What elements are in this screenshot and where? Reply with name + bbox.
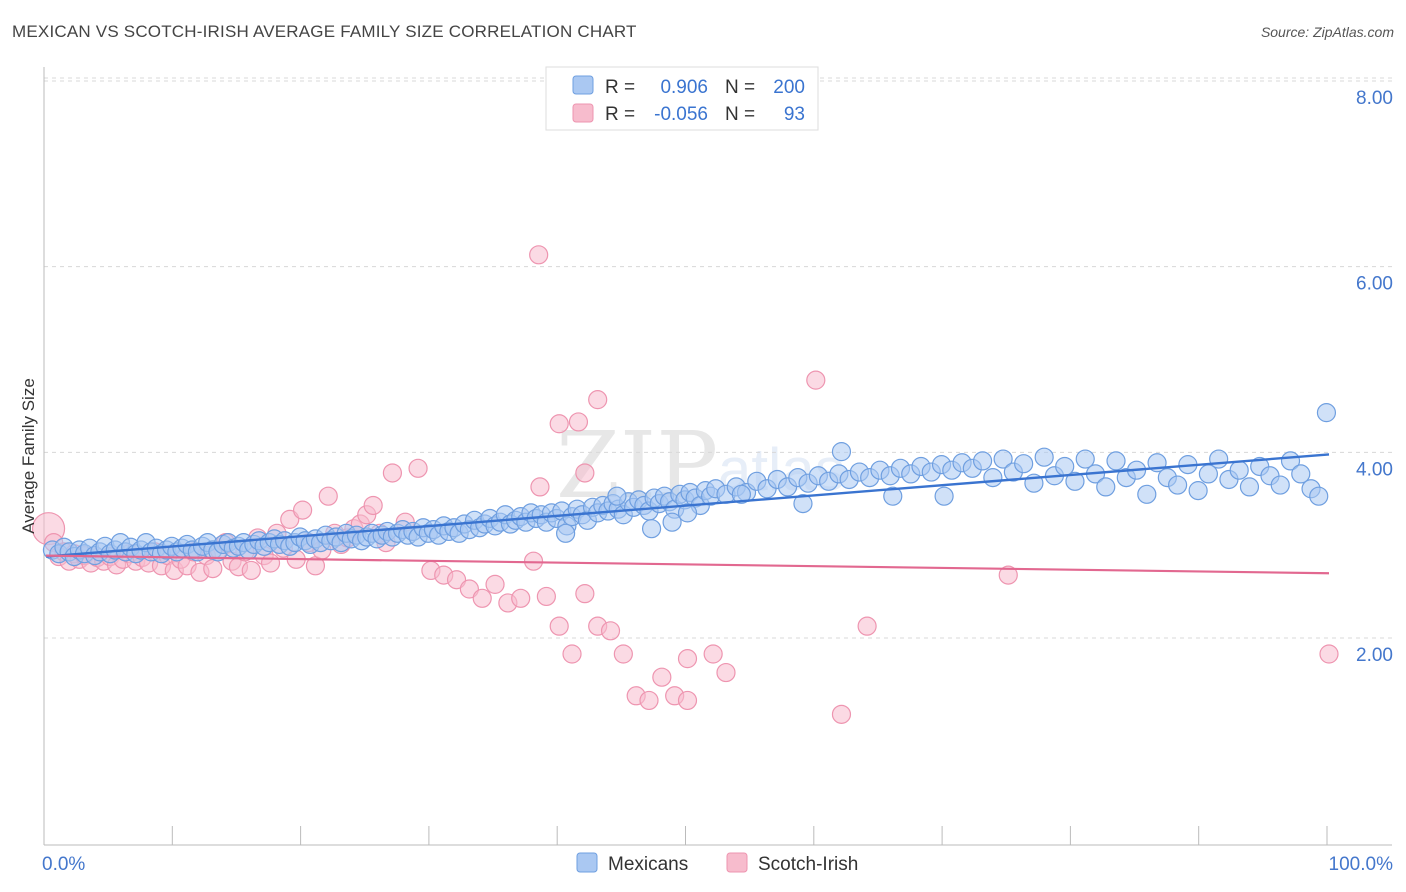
series-legend: Mexicans Scotch-Irish	[576, 852, 858, 875]
scotch-irish-point-65	[511, 588, 531, 608]
scotch-irish-point-82	[575, 463, 595, 483]
mexicans-point-190	[556, 523, 576, 543]
mexicans-point-164	[1065, 471, 1085, 491]
scotch-irish-point-39	[280, 509, 300, 529]
legend-swatch-scotch-irish	[572, 103, 594, 123]
legend-r-label-2: R =	[605, 104, 635, 125]
scotch-irish-trend-line	[45, 554, 1330, 575]
correlation-legend: R = 0.906 N = 200 R = -0.056 N = 93	[545, 66, 819, 131]
x-axis-ticks	[43, 826, 1328, 845]
scotch-irish-point-70	[575, 584, 595, 604]
mexicans-point-192	[641, 519, 662, 539]
mexicans-point-165	[1075, 449, 1095, 469]
scotch-irish-point-76	[652, 667, 672, 687]
scotch-irish-point-55	[382, 463, 403, 483]
bottom-legend-label-mexicans: Mexicans	[608, 854, 688, 875]
legend-n-value-1: 200	[773, 77, 805, 98]
scotch-irish-point-72	[600, 621, 621, 641]
mexicans-point-198	[883, 486, 903, 506]
mexicans-point-193	[662, 512, 682, 532]
source-credit: Source: ZipAtlas.com	[1260, 24, 1394, 40]
mexicans-point-197	[831, 442, 852, 462]
scotch-irish-point-90	[857, 616, 877, 636]
mexicans-point-156	[983, 468, 1003, 488]
mexicans-point-176	[1188, 481, 1208, 501]
legend-r-value-1: 0.906	[660, 77, 708, 98]
legend-r-value-2: -0.056	[654, 104, 708, 125]
scotch-irish-point-68	[549, 616, 569, 636]
scotch-irish-points	[31, 245, 1339, 724]
mexicans-point-189	[1316, 403, 1337, 423]
scotch-irish-point-80	[549, 414, 569, 434]
x-tick-label-min: 0.0%	[42, 854, 85, 875]
scotch-irish-point-83	[588, 390, 608, 410]
scotch-irish-point-61	[459, 579, 479, 599]
bottom-legend-swatch-scotch-irish	[726, 852, 748, 873]
mexicans-point-161	[1034, 447, 1054, 467]
scotch-irish-point-52	[363, 495, 383, 516]
x-tick-label-max: 100.0%	[1329, 854, 1394, 875]
mexicans-point-168	[1106, 451, 1126, 471]
legend-n-value-2: 93	[784, 104, 805, 125]
scotch-irish-point-85	[677, 649, 698, 669]
scotch-irish-point-88	[806, 370, 826, 390]
scotch-irish-point-87	[716, 662, 736, 683]
mexicans-point-181	[1239, 477, 1260, 497]
scotch-irish-point-62	[472, 588, 492, 608]
mexicans-point-155	[972, 451, 993, 471]
mexicans-point-167	[1096, 477, 1116, 497]
chart-title: MEXICAN VS SCOTCH-IRISH AVERAGE FAMILY S…	[12, 22, 637, 41]
scotch-irish-point-86	[703, 644, 723, 664]
scotch-irish-point-92	[1319, 644, 1339, 664]
mexicans-trend-line	[45, 453, 1330, 558]
y-axis-title: Average Family Size	[19, 378, 38, 534]
mexicans-point-159	[1014, 454, 1034, 474]
scotch-irish-point-84	[529, 245, 549, 265]
mexicans-point-178	[1209, 449, 1229, 469]
scotch-irish-point-69	[562, 644, 582, 664]
scotch-irish-point-41	[293, 500, 313, 520]
scotch-irish-point-91	[998, 565, 1018, 585]
legend-swatch-mexicans	[572, 75, 594, 95]
bottom-legend-swatch-mexicans	[576, 852, 598, 873]
y-axis-tick-labels: 2.00 4.00 6.00 8.00	[1356, 88, 1393, 666]
mexicans-point-180	[1229, 460, 1249, 480]
mexicans-point-188	[1309, 486, 1329, 506]
scotch-irish-point-73	[613, 644, 633, 664]
scotch-irish-point-27	[203, 558, 223, 579]
mexicans-points	[42, 403, 1337, 567]
scotch-irish-point-36	[260, 553, 281, 573]
scotch-irish-point-81	[568, 412, 589, 432]
mexicans-point-157	[993, 449, 1013, 469]
mexicans-point-191	[607, 486, 627, 506]
scotch-irish-point-60	[446, 570, 467, 590]
y-tick-label-6: 6.00	[1356, 274, 1393, 295]
bottom-legend-label-scotch-irish: Scotch-Irish	[758, 854, 858, 875]
scotch-irish-point-57	[408, 458, 428, 478]
legend-r-label-1: R =	[605, 77, 635, 98]
mexicans-point-199	[934, 486, 954, 506]
scotch-irish-point-78	[677, 690, 698, 711]
legend-n-label-1: N =	[725, 77, 755, 98]
scotch-irish-point-89	[831, 704, 852, 724]
mexicans-point-194	[677, 503, 698, 523]
scotch-irish-point-79	[530, 477, 550, 497]
mexicans-point-195	[731, 484, 751, 504]
y-tick-label-4: 4.00	[1356, 459, 1393, 480]
scotch-irish-point-75	[639, 690, 659, 711]
mexicans-point-174	[1168, 475, 1188, 495]
legend-n-label-2: N =	[725, 104, 755, 125]
mexicans-point-196	[793, 494, 813, 514]
scotch-irish-point-67	[536, 586, 556, 607]
scotch-irish-point-63	[485, 574, 505, 594]
mexicans-point-186	[1291, 464, 1311, 484]
mexicans-point-184	[1270, 475, 1290, 495]
y-tick-label-8: 8.00	[1356, 88, 1393, 109]
scotch-irish-point-45	[318, 486, 338, 506]
mexicans-point-171	[1137, 484, 1157, 504]
scotch-irish-point-33	[241, 560, 261, 581]
y-tick-label-2: 2.00	[1356, 645, 1393, 666]
